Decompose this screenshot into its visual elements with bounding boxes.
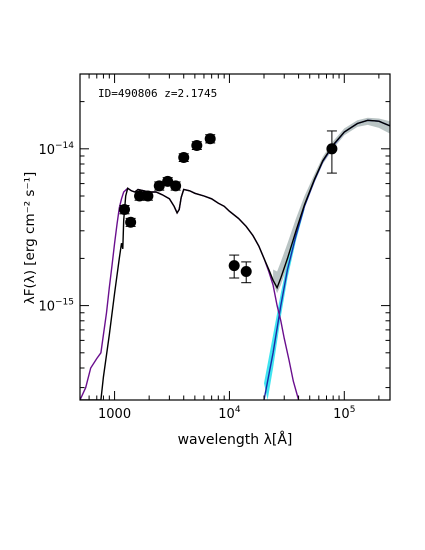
x-tick-label: 105	[333, 405, 355, 422]
y-tick-label: 10−14	[38, 141, 74, 158]
data-point	[178, 152, 190, 164]
plot-frame	[79, 73, 391, 401]
x-tick-label-exponent: 4	[235, 405, 241, 415]
data-point	[153, 180, 165, 192]
x-tick-label-exponent: 5	[350, 405, 356, 415]
plot-background	[80, 74, 390, 400]
x-tick-label: 1000	[98, 407, 131, 422]
data-point	[204, 133, 216, 145]
y-axis-label: λF(λ) [erg cm⁻² s⁻¹]	[22, 172, 38, 305]
data-point	[228, 260, 240, 272]
data-point	[125, 216, 137, 228]
data-point	[326, 143, 338, 155]
data-point	[191, 139, 203, 151]
x-axis-label: wavelength λ[Å]	[178, 431, 293, 448]
annotation-label: ID=490806 z=2.1745	[98, 87, 217, 100]
data-point	[134, 190, 146, 202]
data-point	[118, 204, 130, 216]
data-point	[170, 180, 182, 192]
y-tick-label-exponent: −14	[55, 141, 74, 151]
y-tick-label-exponent: −15	[55, 298, 74, 308]
data-point	[240, 266, 252, 278]
x-tick-label: 104	[218, 405, 241, 422]
y-tick-label: 10−15	[38, 298, 74, 315]
data-point	[142, 190, 154, 202]
